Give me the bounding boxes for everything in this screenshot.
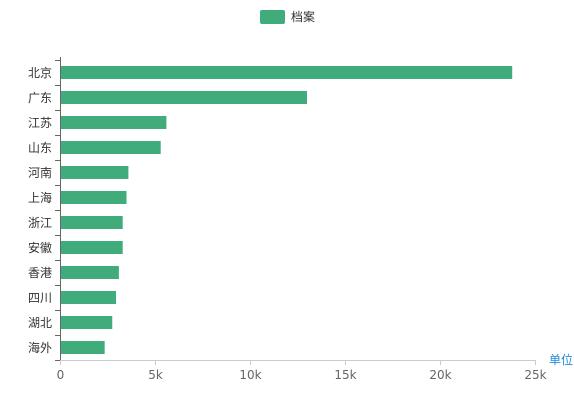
bar[interactable] xyxy=(61,91,307,104)
legend-label-series[interactable]: 档案 xyxy=(291,9,315,24)
bar[interactable] xyxy=(61,216,123,229)
x-tick-label: 15k xyxy=(334,368,356,382)
x-axis-title: 单位 xyxy=(549,352,573,367)
y-tick-label: 四川 xyxy=(28,291,52,305)
bar[interactable] xyxy=(61,316,113,329)
legend-swatch[interactable] xyxy=(260,10,285,24)
x-tick-label: 5k xyxy=(148,368,163,382)
bar[interactable] xyxy=(61,241,123,254)
bar[interactable] xyxy=(61,116,167,129)
y-tick-label: 湖北 xyxy=(28,315,52,330)
y-tick-label: 上海 xyxy=(28,190,52,205)
bar[interactable] xyxy=(61,341,105,354)
y-tick-label: 广东 xyxy=(28,91,52,105)
y-tick-label: 北京 xyxy=(28,66,52,80)
bar[interactable] xyxy=(61,291,117,304)
bar[interactable] xyxy=(61,266,119,279)
y-tick-label: 江苏 xyxy=(28,116,52,130)
bar[interactable] xyxy=(61,191,127,204)
y-tick-label: 浙江 xyxy=(28,216,52,230)
axes xyxy=(55,57,536,365)
x-tick-label: 0 xyxy=(57,368,65,382)
bar[interactable] xyxy=(61,66,513,79)
y-tick-label: 河南 xyxy=(28,165,52,180)
x-tick-label: 10k xyxy=(239,368,261,382)
x-axis-labels: 0 5k 10k 15k 20k 25k xyxy=(57,368,547,382)
bar[interactable] xyxy=(61,166,129,179)
x-tick-label: 25k xyxy=(524,368,546,382)
legend[interactable]: 档案 xyxy=(260,9,315,24)
y-tick-label: 香港 xyxy=(28,266,52,280)
bars xyxy=(61,66,513,354)
y-tick-label: 安徽 xyxy=(28,240,52,255)
y-tick-label: 海外 xyxy=(28,340,52,355)
y-tick-label: 山东 xyxy=(28,141,52,155)
x-tick-label: 20k xyxy=(429,368,451,382)
bar[interactable] xyxy=(61,141,161,154)
